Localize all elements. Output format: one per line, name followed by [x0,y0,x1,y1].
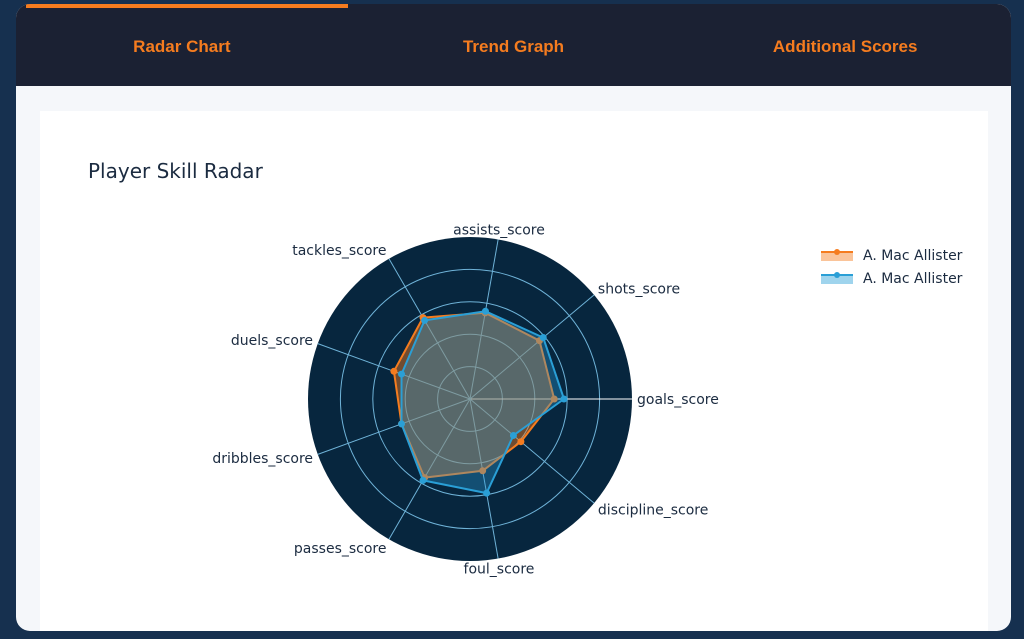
axis-label: passes_score [294,541,387,557]
data-point [550,395,558,403]
angular-grid-spoke [388,398,471,540]
angular-grid-spoke [469,398,595,504]
chart-legend: A. Mac Allister A. Mac Allister [819,244,962,290]
data-point [483,489,491,497]
data-point [560,395,568,403]
axis-label: dribbles_score [212,451,313,467]
data-point [419,476,427,484]
data-point [397,370,405,378]
data-point [481,307,489,315]
axis-label: tackles_score [292,243,386,259]
legend-swatch-fill [821,251,853,261]
axis-label: goals_score [637,392,719,408]
app-window: Radar Chart Trend Graph Additional Score… [16,4,1011,631]
legend-swatch [821,271,853,284]
legend-label: A. Mac Allister [863,270,963,287]
tab-trend-graph[interactable]: Trend Graph [348,4,680,86]
angular-grid-spoke [469,239,499,400]
data-point [421,316,429,324]
tab-label: Trend Graph [462,37,565,56]
angular-grid-spoke [317,398,471,455]
axis-label: foul_score [464,561,535,577]
tab-label: Radar Chart [133,37,231,56]
legend-item[interactable]: A. Mac Allister [819,244,962,267]
legend-item[interactable]: A. Mac Allister [819,267,962,290]
legend-swatch-fill [821,274,853,284]
data-point [390,367,398,375]
chart-title: Player Skill Radar [88,159,263,183]
data-point [397,420,405,428]
legend-label: A. Mac Allister [863,247,963,264]
tab-bar: Radar Chart Trend Graph Additional Score… [16,4,1011,86]
radar-chart: goals_score shots_score assists_scoretackl… [212,223,719,578]
legend-swatch [821,248,853,261]
angular-grid-spoke [469,294,595,400]
tab-additional-scores[interactable]: Additional Scores [679,4,1011,86]
angular-grid-spoke [469,398,499,559]
axis-label: duels_score [231,333,313,349]
legend-swatch-marker [834,271,840,278]
legend-swatch-marker [834,248,840,255]
chart-panel: Player Skill Radar goals_score shots_scor… [40,111,988,631]
data-point [509,431,517,439]
data-point [539,334,547,342]
axis-label: shots_score [598,281,680,297]
data-point [479,467,487,475]
axis-label: assists_score [453,223,545,239]
series-area [400,310,565,495]
angular-grid-spoke [388,258,471,400]
data-point [517,438,525,446]
tab-radar-chart[interactable]: Radar Chart [16,4,348,86]
tab-label: Additional Scores [772,37,918,56]
axis-label: discipline_score [598,503,708,519]
